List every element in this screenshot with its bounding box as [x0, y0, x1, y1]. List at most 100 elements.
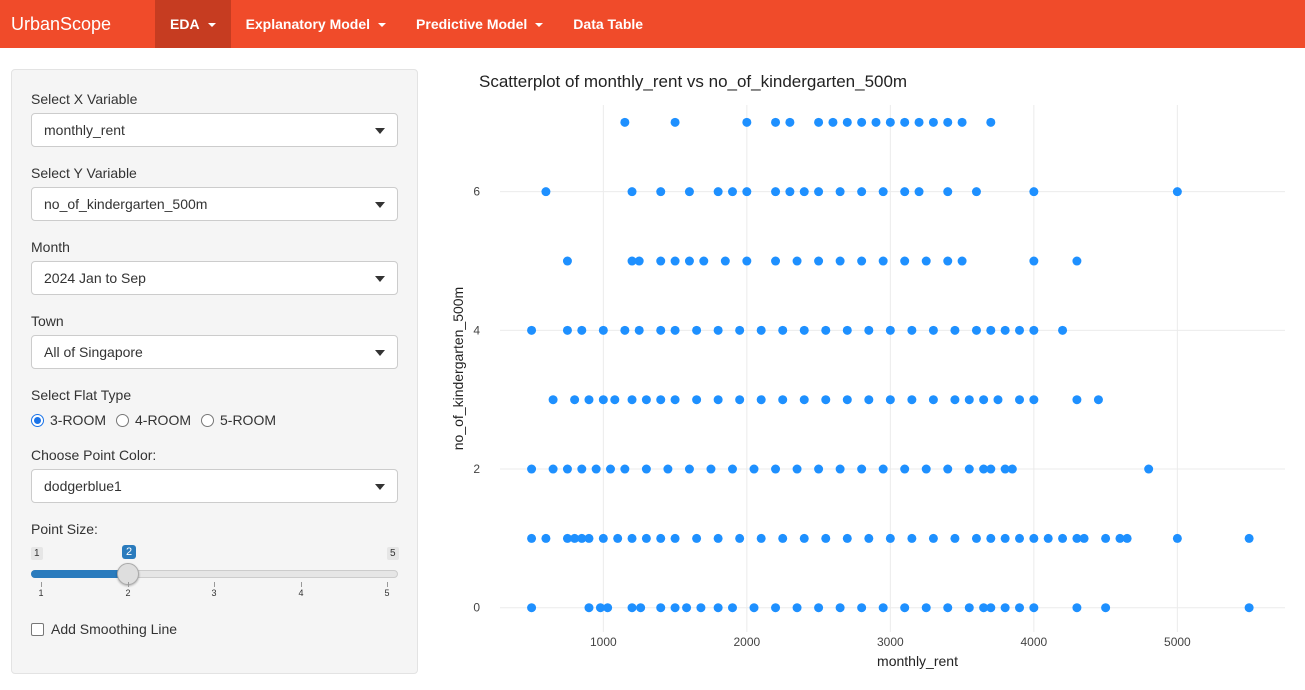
point-size-slider[interactable]: 1 2 5 1 2 3 4 5 [31, 543, 399, 603]
data-point [821, 533, 831, 543]
nav-explanatory-model[interactable]: Explanatory Model [231, 0, 401, 48]
smoothing-checkbox-row[interactable]: Add Smoothing Line [31, 621, 177, 637]
data-point [756, 533, 766, 543]
data-point [684, 187, 694, 197]
data-point [885, 395, 895, 405]
radio-button[interactable] [116, 413, 129, 427]
data-point [548, 395, 558, 405]
nav-data-table[interactable]: Data Table [558, 0, 658, 48]
data-point [692, 533, 702, 543]
data-point [742, 256, 752, 266]
data-point [885, 325, 895, 335]
data-point [670, 325, 680, 335]
data-point [727, 464, 737, 474]
month-select[interactable]: 2024 Jan to Sep [31, 261, 398, 295]
data-point [1015, 533, 1025, 543]
smoothing-checkbox[interactable] [31, 622, 44, 636]
flat-type-radios: 3-ROOM 4-ROOM 5-ROOM [31, 412, 276, 428]
data-point [1172, 533, 1182, 543]
data-point [778, 533, 788, 543]
radio-button-checked[interactable] [31, 413, 44, 427]
data-point [799, 533, 809, 543]
data-point [742, 187, 752, 197]
data-point [627, 603, 637, 613]
caret-down-icon [535, 23, 544, 27]
data-point [979, 395, 989, 405]
data-point [735, 395, 745, 405]
data-point [527, 533, 537, 543]
nav-explanatory-model-label: Explanatory Model [245, 16, 371, 32]
data-point [727, 187, 737, 197]
data-point [656, 325, 666, 335]
data-point [656, 533, 666, 543]
scatter-plot[interactable]: 1000 2000 3000 4000 5000 0 2 4 6 monthly_rent no_o… [430, 95, 1300, 675]
data-point [548, 464, 558, 474]
flat-type-label: Select Flat Type [31, 387, 132, 403]
data-point [943, 464, 953, 474]
nav-eda[interactable]: EDA [155, 0, 231, 48]
month-value: 2024 Jan to Sep [44, 270, 146, 286]
data-point [692, 395, 702, 405]
radio-3-room-label: 3-ROOM [50, 412, 106, 428]
data-point [814, 256, 824, 266]
radio-3-room[interactable]: 3-ROOM [31, 412, 106, 428]
caret-down-icon [378, 23, 387, 27]
data-point [562, 533, 572, 543]
data-point [950, 325, 960, 335]
radio-button[interactable] [201, 413, 214, 427]
data-point [1029, 395, 1039, 405]
data-point [742, 117, 752, 127]
data-point [713, 533, 723, 543]
data-point [814, 187, 824, 197]
data-point [1115, 533, 1125, 543]
data-point [842, 325, 852, 335]
data-point [541, 187, 551, 197]
slider-tick-label: 3 [211, 588, 217, 598]
data-point [1144, 464, 1154, 474]
x-tick-label: 5000 [1164, 635, 1191, 649]
data-point [792, 603, 802, 613]
data-point [964, 395, 974, 405]
data-point [857, 187, 867, 197]
data-point [979, 603, 989, 613]
data-point [1244, 533, 1254, 543]
data-point [842, 395, 852, 405]
month-label: Month [31, 239, 70, 255]
data-point [1058, 325, 1068, 335]
data-point [792, 256, 802, 266]
nav-predictive-model[interactable]: Predictive Model [401, 0, 558, 48]
data-point [771, 464, 781, 474]
caret-down-icon [207, 23, 216, 27]
data-point [871, 117, 881, 127]
nav-data-table-label: Data Table [573, 16, 644, 32]
data-point [799, 187, 809, 197]
app-brand[interactable]: UrbanScope [11, 14, 112, 34]
data-point [727, 603, 737, 613]
data-point [562, 464, 572, 474]
point-color-select[interactable]: dodgerblue1 [31, 469, 398, 503]
data-point [1079, 533, 1089, 543]
town-select[interactable]: All of Singapore [31, 335, 398, 369]
y-variable-select[interactable]: no_of_kindergarten_500m [31, 187, 398, 221]
x-variable-select[interactable]: monthly_rent [31, 113, 398, 147]
radio-5-room[interactable]: 5-ROOM [201, 412, 276, 428]
radio-4-room[interactable]: 4-ROOM [116, 412, 191, 428]
slider-value-badge: 2 [122, 545, 137, 559]
y-axis-title: no_of_kindergarten_500m [450, 287, 466, 450]
data-point [1029, 533, 1039, 543]
data-point [692, 325, 702, 335]
data-point [1101, 603, 1111, 613]
data-point [610, 395, 620, 405]
y-tick-label: 6 [473, 185, 480, 199]
data-point [864, 533, 874, 543]
data-point [756, 325, 766, 335]
data-point [964, 603, 974, 613]
data-point [835, 187, 845, 197]
data-point [1000, 603, 1010, 613]
data-point [814, 603, 824, 613]
data-point [864, 325, 874, 335]
data-point [1093, 395, 1103, 405]
slider-tick [41, 582, 42, 587]
slider-max-label: 5 [387, 547, 399, 560]
data-point [1172, 187, 1182, 197]
